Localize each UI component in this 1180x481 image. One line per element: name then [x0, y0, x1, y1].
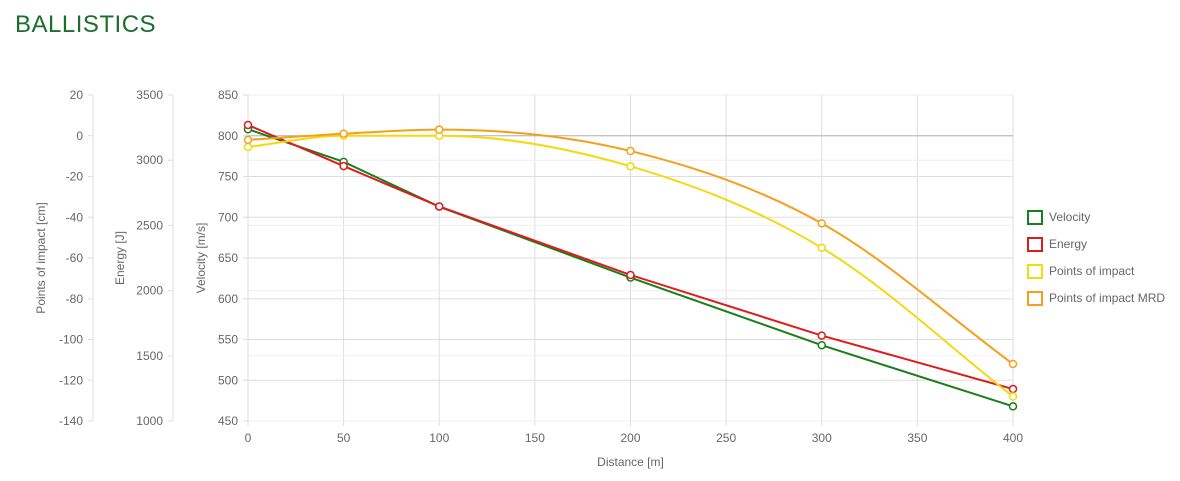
x-tick-label: 150 [525, 431, 545, 445]
points-of-impact-mrd-point[interactable] [243, 135, 253, 145]
poi-tick-label: -120 [59, 373, 83, 387]
velocity-tick-label: 450 [218, 414, 238, 428]
velocity-tick-label: 500 [218, 373, 238, 387]
points-of-impact-mrd-point[interactable] [435, 125, 444, 134]
energy-tick-label: 3500 [136, 88, 163, 102]
legend-item-velocity[interactable]: Velocity [1027, 210, 1090, 225]
legend-item-points-of-impact-mrd[interactable]: Points of impact MRD [1027, 291, 1165, 306]
x-tick-label: 0 [245, 431, 252, 445]
energy-point[interactable] [1008, 384, 1018, 394]
poi-tick-label: -140 [59, 414, 83, 428]
poi-tick-label: -100 [59, 333, 83, 347]
points-of-impact-point[interactable] [817, 243, 826, 253]
poi-tick-label: 20 [70, 88, 84, 102]
points-of-impact-point[interactable] [1008, 392, 1018, 401]
legend-swatch [1027, 264, 1043, 279]
points-of-impact-mrd-point[interactable] [339, 129, 348, 138]
energy-line [247, 124, 1014, 391]
velocity-point[interactable] [817, 340, 826, 350]
energy-point[interactable] [435, 202, 444, 211]
velocity-tick-label: 850 [218, 88, 238, 102]
points-of-impact-mrd-point[interactable] [817, 219, 826, 228]
page-title: BALLISTICS [15, 11, 157, 38]
x-tick-label: 100 [429, 431, 449, 445]
poi-tick-label: -20 [66, 170, 84, 184]
series-points-of-impact-mrd [243, 125, 1018, 369]
chart-grid [243, 94, 1014, 426]
velocity-tick-label: 750 [218, 170, 238, 184]
velocity-tick-label: 800 [218, 129, 238, 143]
poi-tick-label: -60 [66, 251, 84, 265]
velocity-line [247, 128, 1014, 408]
energy-point[interactable] [626, 270, 635, 280]
chart-legend[interactable]: Velocity Energy Points of impact Points of … [1027, 210, 1165, 306]
x-tick-label: 400 [1003, 431, 1023, 445]
x-axis-title: Distance [m] [597, 455, 664, 469]
energy-tick-label: 1500 [136, 349, 163, 363]
velocity-tick-label: 650 [218, 251, 238, 265]
x-tick-label: 50 [337, 431, 351, 445]
x-tick-label: 200 [620, 431, 640, 445]
legend-label: Points of impact [1049, 264, 1135, 278]
energy-point[interactable] [243, 120, 253, 130]
points-of-impact-point[interactable] [626, 162, 635, 171]
points-of-impact-mrd-point[interactable] [626, 146, 635, 156]
points-of-impact-mrd-point[interactable] [1008, 359, 1018, 369]
energy-tick-label: 3000 [136, 153, 163, 167]
poi-axis-title: Points of impact [cm] [34, 202, 48, 313]
energy-tick-label: 2000 [136, 284, 163, 298]
energy-point[interactable] [817, 331, 826, 340]
chart-series [243, 120, 1018, 411]
velocity-tick-label: 700 [218, 210, 238, 224]
legend-item-points-of-impact[interactable]: Points of impact [1027, 264, 1135, 279]
x-tick-label: 350 [907, 431, 927, 445]
legend-swatch [1027, 237, 1043, 252]
legend-swatch [1027, 291, 1043, 306]
velocity-tick-label: 600 [218, 292, 238, 306]
x-tick-label: 300 [812, 431, 832, 445]
energy-point[interactable] [339, 161, 348, 171]
poi-tick-label: -80 [66, 292, 84, 306]
legend-swatch [1027, 210, 1043, 225]
points-of-impact-point[interactable] [243, 142, 253, 152]
series-energy [243, 120, 1018, 394]
velocity-point[interactable] [1008, 402, 1018, 411]
poi-tick-label: -40 [66, 210, 84, 224]
legend-label: Velocity [1049, 210, 1090, 224]
energy-tick-label: 1000 [136, 414, 163, 428]
x-tick-label: 250 [716, 431, 736, 445]
energy-axis-title: Energy [J] [113, 231, 127, 285]
poi-tick-label: 0 [76, 129, 83, 143]
velocity-tick-label: 550 [218, 333, 238, 347]
velocity-axis-title: Velocity [m/s] [194, 223, 208, 294]
legend-item-energy[interactable]: Energy [1027, 237, 1087, 252]
legend-label: Energy [1049, 237, 1087, 251]
energy-tick-label: 2500 [136, 218, 163, 232]
chart-axes: 0 50 100 150 200 250 300 350 400200-20-40-60-80-… [34, 88, 1023, 469]
legend-label: Points of impact MRD [1049, 291, 1165, 305]
